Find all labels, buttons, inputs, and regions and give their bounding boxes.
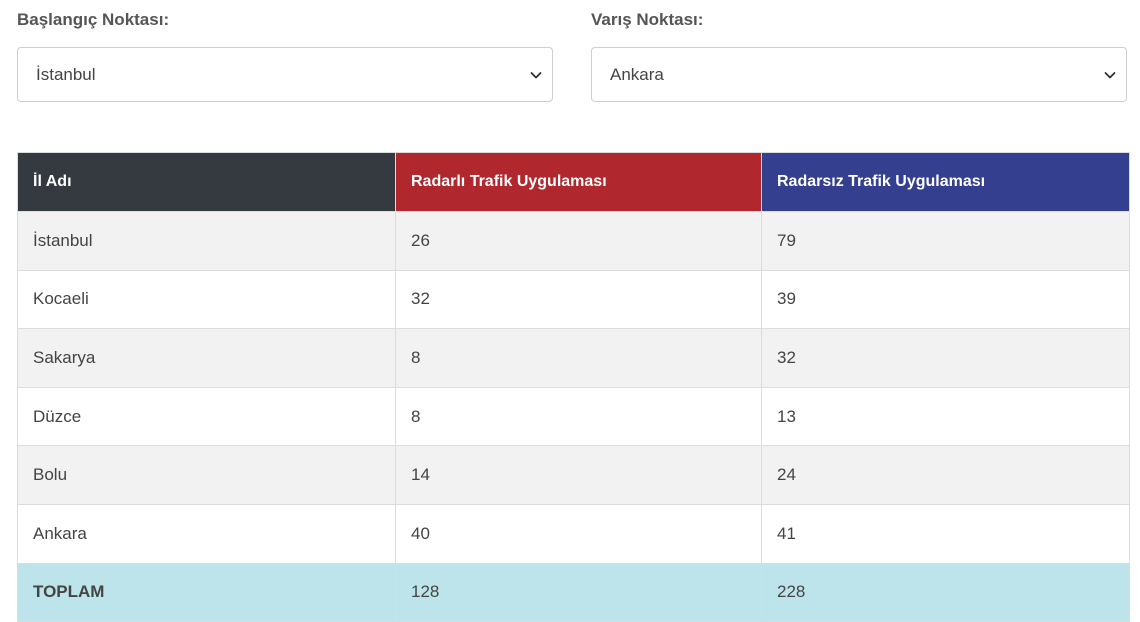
table-row: Sakarya 8 32 (17, 328, 1130, 388)
table-row: İstanbul 26 79 (17, 211, 1130, 271)
traffic-enforcement-table: İl Adı Radarlı Trafik Uygulaması Radarsı… (17, 152, 1130, 622)
chevron-down-icon (1104, 72, 1116, 79)
cell-radarli: 32 (395, 269, 762, 330)
cell-il: Bolu (17, 445, 396, 505)
cell-il: Sakarya (17, 328, 396, 388)
header-radarsiz: Radarsız Trafik Uygulaması (761, 152, 1130, 212)
start-point-select[interactable]: İstanbul (17, 47, 553, 102)
header-radarli: Radarlı Trafik Uygulaması (395, 152, 762, 212)
table-row: Düzce 8 13 (17, 386, 1130, 447)
cell-radarsiz: 32 (761, 328, 1130, 388)
table-header-row: İl Adı Radarlı Trafik Uygulaması Radarsı… (17, 152, 1130, 212)
cell-radarsiz: 41 (761, 503, 1130, 564)
cell-radarli: 8 (395, 328, 762, 388)
header-il-adi: İl Adı (17, 152, 396, 212)
cell-radarsiz: 13 (761, 386, 1130, 447)
end-point-select[interactable]: Ankara (591, 47, 1127, 102)
total-radarsiz: 228 (761, 562, 1130, 622)
cell-il: Düzce (17, 386, 396, 447)
table-total-row: TOPLAM 128 228 (17, 562, 1130, 622)
cell-radarsiz: 24 (761, 445, 1130, 505)
chevron-down-icon (530, 72, 542, 79)
cell-radarsiz: 79 (761, 211, 1130, 271)
cell-il: Kocaeli (17, 269, 396, 330)
table-row: Bolu 14 24 (17, 445, 1130, 505)
table-row: Kocaeli 32 39 (17, 269, 1130, 330)
total-label: TOPLAM (17, 562, 396, 622)
end-point-label: Varış Noktası: (591, 10, 704, 29)
cell-radarli: 26 (395, 211, 762, 271)
start-point-label: Başlangıç Noktası: (17, 10, 170, 29)
route-selectors: Başlangıç Noktası: İstanbul Varış Noktas… (17, 0, 1129, 110)
start-point-value: İstanbul (36, 65, 96, 84)
cell-il: İstanbul (17, 211, 396, 271)
end-point-value: Ankara (610, 65, 664, 84)
cell-radarli: 8 (395, 386, 762, 447)
cell-radarsiz: 39 (761, 269, 1130, 330)
cell-il: Ankara (17, 503, 396, 564)
table-row: Ankara 40 41 (17, 503, 1130, 564)
cell-radarli: 40 (395, 503, 762, 564)
total-radarli: 128 (395, 562, 762, 622)
cell-radarli: 14 (395, 445, 762, 505)
